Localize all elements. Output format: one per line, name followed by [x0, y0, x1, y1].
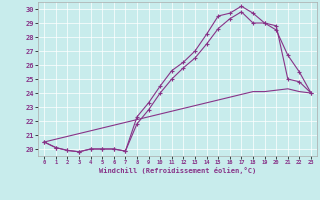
X-axis label: Windchill (Refroidissement éolien,°C): Windchill (Refroidissement éolien,°C): [99, 167, 256, 174]
